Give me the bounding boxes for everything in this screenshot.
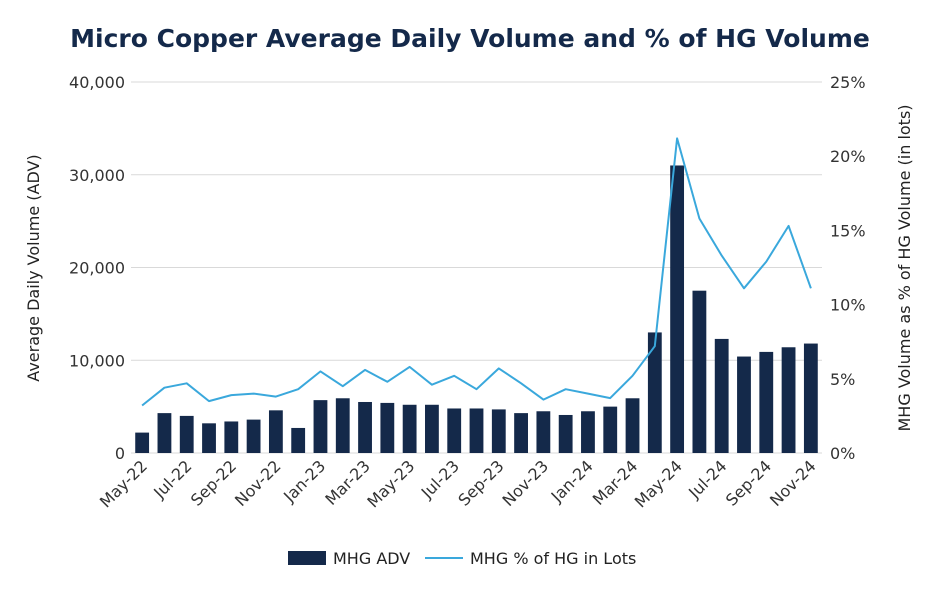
right-tick-label: 5% xyxy=(830,370,855,389)
x-tick-label: Sep-24 xyxy=(722,456,775,509)
x-tick-label: Sep-23 xyxy=(454,456,507,509)
chart-title: Micro Copper Average Daily Volume and % … xyxy=(70,24,870,53)
x-tick-label: Jan-24 xyxy=(547,456,597,506)
right-tick-label: 10% xyxy=(830,296,866,315)
bar-Oct-24 xyxy=(781,347,796,453)
bar-May-22 xyxy=(135,432,150,453)
legend-label-line: MHG % of HG in Lots xyxy=(470,549,636,568)
legend-label-bar: MHG ADV xyxy=(333,549,410,568)
x-tick-label: Nov-23 xyxy=(499,456,553,510)
left-tick-label: 10,000 xyxy=(69,351,125,370)
left-tick-label: 30,000 xyxy=(69,166,125,185)
bar-Aug-24 xyxy=(737,356,751,453)
x-tick-label: Nov-24 xyxy=(766,456,820,510)
bar-Dec-22 xyxy=(291,427,306,453)
right-tick-label: 25% xyxy=(830,73,866,92)
bar-Mar-23 xyxy=(358,401,372,453)
bar-Jun-22 xyxy=(157,413,172,453)
x-tick-label: May-23 xyxy=(363,456,418,511)
x-tick-label: Sep-22 xyxy=(187,456,240,509)
legend: MHG ADV MHG % of HG in Lots xyxy=(288,549,636,568)
x-tick-label: Jan-23 xyxy=(279,456,329,506)
bar-Oct-22 xyxy=(246,419,261,453)
bar-Apr-23 xyxy=(380,402,395,453)
x-axis: May-22 Jul-22Sep-22Nov-22Jan-23Mar-23May-… xyxy=(96,456,820,511)
left-tick-label: 40,000 xyxy=(69,73,125,92)
bar-Jan-24 xyxy=(581,411,595,453)
right-tick-label: 0% xyxy=(830,444,855,463)
bar-Sep-24 xyxy=(759,351,774,453)
bar-Nov-23 xyxy=(536,411,551,453)
bar-Jun-23 xyxy=(425,404,439,453)
left-tick-label: 20,000 xyxy=(69,259,125,278)
bar-Mar-24 xyxy=(625,398,640,453)
right-tick-label: 20% xyxy=(830,147,866,166)
bar-Oct-23 xyxy=(514,413,528,453)
bar-Nov-24 xyxy=(803,343,818,453)
bar-Sep-22 xyxy=(224,421,239,453)
line-path xyxy=(141,137,812,407)
bar-Jun-24 xyxy=(692,290,707,453)
bar-Aug-22 xyxy=(202,423,216,453)
bar-Apr-24 xyxy=(647,332,662,453)
bar-May-24 xyxy=(670,165,685,453)
right-y-axis-label: MHG Volume as % of HG Volume (in lots) xyxy=(895,104,914,431)
line-series xyxy=(141,137,812,407)
bar-Jul-23 xyxy=(447,408,462,453)
bar-May-23 xyxy=(402,404,417,453)
bar-Sep-23 xyxy=(491,409,506,453)
x-tick-label: Nov-22 xyxy=(231,456,285,510)
bar-Jul-24 xyxy=(714,338,729,453)
left-y-axis: 0 10,000 20,000 30,000 40,000 xyxy=(69,73,125,463)
bar-Feb-23 xyxy=(335,398,350,453)
left-tick-label: 0 xyxy=(115,444,125,463)
bar-Jul-22 xyxy=(179,415,194,453)
gridlines xyxy=(131,81,822,454)
x-tick-label: May-24 xyxy=(631,456,686,511)
bar-Dec-23 xyxy=(558,414,573,453)
right-y-axis: 0% 5% 10% 15% 20% 25% xyxy=(830,73,866,463)
legend-swatch-bar xyxy=(288,551,326,565)
left-y-axis-label: Average Daily Volume (ADV) xyxy=(24,154,43,381)
bar-Nov-22 xyxy=(268,410,283,453)
bar-series xyxy=(135,165,818,453)
x-tick-label: May-22 xyxy=(96,456,151,511)
bar-Aug-23 xyxy=(469,408,484,453)
bar-Feb-24 xyxy=(603,406,618,453)
bar-Jan-23 xyxy=(313,400,328,453)
right-tick-label: 15% xyxy=(830,221,866,240)
